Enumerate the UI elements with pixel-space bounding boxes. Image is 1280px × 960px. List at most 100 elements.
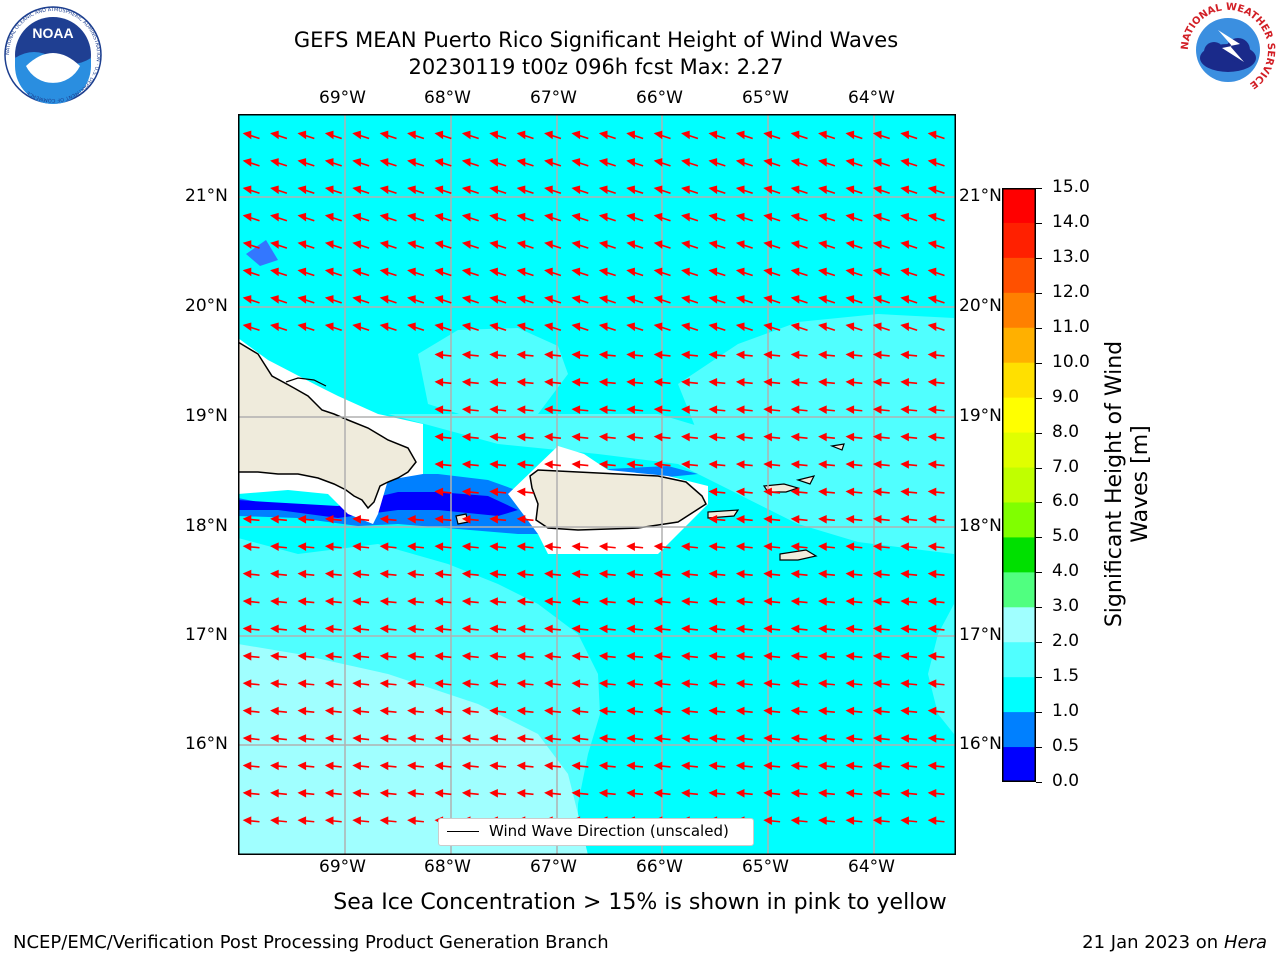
- wave-direction-arrowhead: [571, 432, 581, 442]
- wave-direction-arrowhead: [270, 569, 279, 579]
- wave-direction-arrowhead: [790, 706, 800, 716]
- wave-direction-arrowhead: [900, 432, 909, 442]
- wave-direction-arrowhead: [845, 130, 855, 140]
- legend-text: Wind Wave Direction (unscaled): [489, 822, 729, 840]
- wave-direction-arrowhead: [516, 624, 526, 634]
- wave-direction-arrowhead: [297, 322, 307, 332]
- wave-direction-arrowhead: [735, 350, 745, 360]
- wave-direction-arrowhead: [489, 569, 498, 579]
- wave-direction-arrowhead: [845, 597, 855, 606]
- wave-direction-arrowhead: [790, 569, 800, 579]
- wave-direction-arrowhead: [818, 460, 827, 469]
- colorbar-tick-mark: [1036, 747, 1042, 749]
- wave-direction-arrowhead: [407, 295, 416, 304]
- wave-direction-arrowhead: [845, 487, 855, 497]
- wave-direction-arrowhead: [845, 240, 855, 249]
- wave-direction-arrowhead: [407, 212, 416, 222]
- wave-direction-arrowhead: [461, 569, 471, 579]
- wave-direction-arrowhead: [407, 624, 416, 634]
- wave-direction-arrowhead: [790, 789, 800, 798]
- wave-direction-arrowhead: [461, 460, 471, 469]
- wave-direction-arrowhead: [516, 212, 526, 222]
- colorbar-tick-label: 12.0: [1052, 281, 1090, 302]
- wave-direction-arrowhead: [544, 212, 553, 222]
- lat-label-right: 18°N: [959, 516, 1002, 536]
- colorbar-tick-label: 1.0: [1052, 701, 1080, 722]
- wave-direction-arrowhead: [790, 130, 800, 140]
- wave-direction-arrowhead: [489, 679, 498, 688]
- wave-direction-arrowhead: [818, 624, 827, 634]
- colorbar-segment: [1002, 572, 1036, 608]
- colorbar-tick-mark: [1036, 537, 1042, 539]
- wave-direction-arrowhead: [489, 706, 498, 716]
- wave-direction-arrowhead: [763, 734, 772, 743]
- wave-direction-arrowhead: [681, 460, 690, 469]
- wave-direction-arrowhead: [242, 706, 252, 716]
- wave-direction-arrowhead: [297, 789, 307, 798]
- wave-direction-arrowhead: [379, 734, 389, 743]
- wave-height-map: [238, 114, 956, 855]
- wave-direction-arrowhead: [352, 185, 361, 195]
- wave-direction-arrowhead: [544, 432, 553, 442]
- wave-direction-arrowhead: [818, 761, 827, 771]
- wave-direction-arrowhead: [681, 432, 690, 442]
- wave-direction-arrowhead: [653, 350, 663, 360]
- wave-direction-arrowhead: [818, 652, 827, 661]
- wave-direction-arrowhead: [900, 679, 909, 688]
- wave-direction-arrowhead: [516, 789, 526, 798]
- map-frame: [238, 114, 956, 855]
- wave-direction-arrowhead: [297, 652, 307, 661]
- wave-direction-arrowhead: [544, 679, 553, 688]
- wave-direction-arrowhead: [763, 240, 772, 249]
- wave-direction-arrowhead: [626, 569, 635, 579]
- wave-direction-arrowhead: [544, 240, 553, 249]
- wave-direction-arrowhead: [544, 158, 553, 167]
- footer-machine: Hera: [1223, 932, 1267, 953]
- wave-direction-arrowhead: [818, 706, 827, 716]
- wave-direction-arrowhead: [900, 267, 909, 277]
- wave-direction-arrowhead: [270, 322, 279, 332]
- wave-direction-arrowhead: [352, 624, 361, 634]
- lat-label-left: 20°N: [185, 296, 228, 316]
- wave-direction-arrowhead: [461, 679, 471, 688]
- wave-direction-arrowhead: [763, 158, 772, 167]
- wave-direction-arrowhead: [242, 761, 252, 771]
- wave-direction-arrowhead: [324, 212, 334, 222]
- wave-direction-arrowhead: [324, 267, 334, 277]
- wave-direction-arrowhead: [790, 816, 800, 825]
- wave-direction-arrowhead: [653, 460, 663, 469]
- wave-direction-arrowhead: [434, 158, 444, 167]
- wave-direction-arrowhead: [407, 158, 416, 167]
- wave-direction-arrowhead: [598, 624, 608, 634]
- wave-direction-arrowhead: [763, 295, 772, 304]
- wave-direction-arrowhead: [324, 130, 334, 140]
- vector-legend: Wind Wave Direction (unscaled): [438, 818, 754, 846]
- wave-direction-arrowhead: [927, 515, 937, 524]
- wave-direction-arrowhead: [927, 158, 937, 167]
- wave-direction-arrowhead: [352, 158, 361, 167]
- wave-direction-arrowhead: [489, 515, 498, 524]
- colorbar-segment: [1002, 607, 1036, 643]
- wave-direction-arrowhead: [461, 652, 471, 661]
- wave-direction-arrowhead: [653, 322, 663, 332]
- wave-direction-arrowhead: [845, 706, 855, 716]
- wave-direction-arrowhead: [489, 597, 498, 606]
- wave-direction-arrowhead: [845, 569, 855, 579]
- wave-direction-arrowhead: [872, 322, 882, 332]
- wave-direction-arrowhead: [626, 706, 635, 716]
- wave-direction-arrowhead: [735, 267, 745, 277]
- wave-direction-arrowhead: [379, 816, 389, 825]
- wave-direction-arrowhead: [434, 240, 444, 249]
- lat-label-right: 16°N: [959, 734, 1002, 754]
- wave-direction-arrowhead: [598, 542, 608, 551]
- wave-direction-arrowhead: [297, 706, 307, 716]
- wave-direction-arrowhead: [872, 515, 882, 524]
- wave-direction-arrowhead: [379, 185, 389, 195]
- wave-direction-arrowhead: [872, 158, 882, 167]
- wave-direction-arrowhead: [927, 624, 937, 634]
- wave-direction-arrowhead: [297, 158, 307, 167]
- wave-direction-arrowhead: [297, 542, 307, 551]
- wave-direction-arrowhead: [516, 240, 526, 249]
- wave-direction-arrowhead: [352, 295, 361, 304]
- lon-label-top: 65°W: [742, 88, 789, 108]
